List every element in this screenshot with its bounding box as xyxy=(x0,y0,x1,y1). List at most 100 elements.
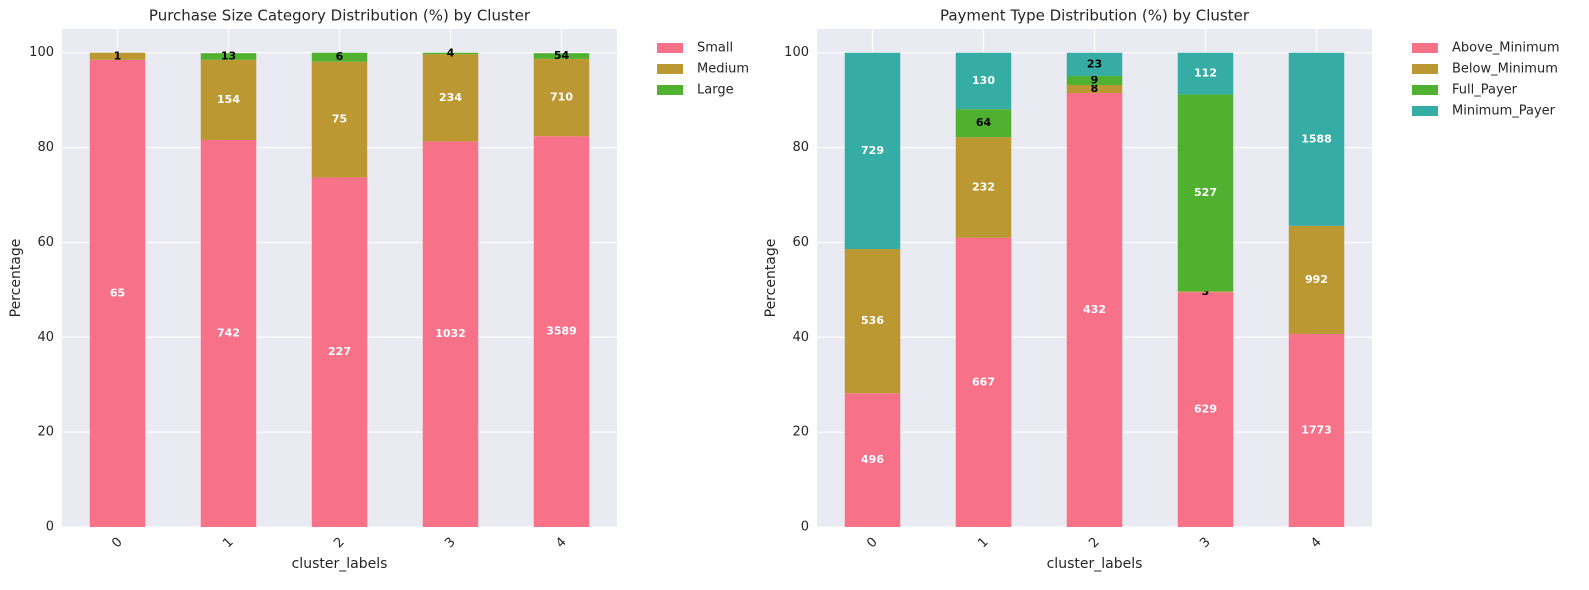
bar-segment xyxy=(89,59,146,527)
y-tick-label: 20 xyxy=(792,425,809,440)
bar-segment xyxy=(1066,75,1123,85)
count-label: 432 xyxy=(1083,303,1106,316)
count-label: 1773 xyxy=(1301,423,1332,436)
x-tick-label: 0 xyxy=(864,535,880,551)
bar-segment xyxy=(955,52,1012,110)
bar-segment xyxy=(1066,93,1123,528)
bar-segment xyxy=(844,249,901,394)
bar-segment xyxy=(844,393,901,527)
bar-segment xyxy=(955,137,1012,238)
x-axis-label: cluster_labels xyxy=(1047,556,1143,572)
bar-segment xyxy=(1177,52,1234,95)
y-tick-label: 20 xyxy=(37,425,54,440)
count-label: 9 xyxy=(1091,73,1099,86)
y-tick-label: 80 xyxy=(37,140,54,155)
x-axis-label: cluster_labels xyxy=(292,556,388,572)
x-tick-label: 3 xyxy=(1197,535,1213,551)
bar-segment xyxy=(311,177,368,528)
bar-segment xyxy=(200,139,257,528)
legend-label: Below_Minimum xyxy=(1452,62,1558,77)
count-label: 13 xyxy=(221,50,236,63)
y-axis-label: Percentage xyxy=(763,239,779,318)
count-label: 1 xyxy=(114,49,122,62)
legend-label: Full_Payer xyxy=(1452,83,1518,98)
count-label: 992 xyxy=(1305,273,1328,286)
count-label: 154 xyxy=(217,93,240,106)
count-label: 3589 xyxy=(546,325,577,338)
bar-segment xyxy=(533,53,590,59)
bar-segment xyxy=(533,136,590,527)
count-label: 232 xyxy=(972,180,995,193)
legend-label: Medium xyxy=(697,62,749,77)
bar-segment xyxy=(1066,52,1123,76)
y-axis-label: Percentage xyxy=(8,239,24,318)
count-label: 527 xyxy=(1194,186,1217,199)
count-label: 65 xyxy=(110,286,125,299)
bar-segment xyxy=(200,59,257,140)
x-tick-label: 0 xyxy=(109,535,125,551)
y-tick-label: 100 xyxy=(29,45,54,60)
count-label: 729 xyxy=(861,144,884,157)
count-label: 6 xyxy=(336,50,344,63)
y-tick-label: 40 xyxy=(37,330,54,345)
count-label: 667 xyxy=(972,375,995,388)
count-label: 496 xyxy=(861,453,884,466)
x-tick-label: 1 xyxy=(220,535,236,551)
bar-segment xyxy=(1288,225,1345,334)
bar-segment xyxy=(1066,84,1123,94)
count-label: 64 xyxy=(976,116,992,129)
bar-segment xyxy=(422,54,479,142)
bar-segment xyxy=(311,61,368,178)
count-label: 742 xyxy=(217,326,240,339)
bar-segment xyxy=(955,109,1012,138)
x-tick-label: 3 xyxy=(442,535,458,551)
bar-segment xyxy=(955,237,1012,527)
bar-segment xyxy=(311,52,368,62)
bar-segment xyxy=(844,52,901,250)
legend-label: Minimum_Payer xyxy=(1452,104,1556,119)
count-label: 8 xyxy=(1091,82,1099,95)
legend-swatch xyxy=(1412,64,1438,74)
bar-segment xyxy=(422,52,479,55)
x-tick-label: 4 xyxy=(553,535,569,551)
y-tick-label: 0 xyxy=(46,520,54,535)
count-label: 23 xyxy=(1087,57,1102,70)
x-tick-label: 2 xyxy=(331,535,347,551)
legend-swatch xyxy=(1412,106,1438,116)
count-label: 4 xyxy=(447,46,455,59)
legend-swatch xyxy=(1412,85,1438,95)
x-tick-label: 2 xyxy=(1086,535,1102,551)
y-tick-label: 60 xyxy=(792,235,809,250)
y-tick-label: 80 xyxy=(792,140,809,155)
legend-label: Large xyxy=(697,83,734,98)
x-tick-label: 4 xyxy=(1308,535,1324,551)
count-label: 536 xyxy=(861,314,884,327)
bar-segment xyxy=(1177,94,1234,292)
y-tick-label: 40 xyxy=(792,330,809,345)
bar-segment xyxy=(1177,291,1234,293)
chart: Purchase Size Category Distribution (%) … xyxy=(8,7,749,573)
count-label: 234 xyxy=(439,91,462,104)
count-label: 1588 xyxy=(1301,132,1332,145)
x-tick-label: 1 xyxy=(975,535,991,551)
y-tick-label: 0 xyxy=(801,520,809,535)
count-label: 1032 xyxy=(435,327,466,340)
y-tick-label: 60 xyxy=(37,235,54,250)
bar-segment xyxy=(89,52,146,60)
count-label: 112 xyxy=(1194,67,1217,80)
legend-swatch xyxy=(1412,43,1438,53)
count-label: 710 xyxy=(550,91,573,104)
legend-swatch xyxy=(657,43,683,53)
count-label: 130 xyxy=(972,74,995,87)
count-label: 54 xyxy=(554,49,570,62)
legend-label: Small xyxy=(697,41,733,56)
bar-segment xyxy=(200,53,257,60)
count-label: 75 xyxy=(332,113,347,126)
legend-swatch xyxy=(657,64,683,74)
chart-title: Payment Type Distribution (%) by Cluster xyxy=(940,7,1250,25)
bar-segment xyxy=(533,58,590,137)
y-tick-label: 100 xyxy=(784,45,809,60)
count-label: 227 xyxy=(328,345,351,358)
chart: Payment Type Distribution (%) by Cluster… xyxy=(763,7,1560,573)
